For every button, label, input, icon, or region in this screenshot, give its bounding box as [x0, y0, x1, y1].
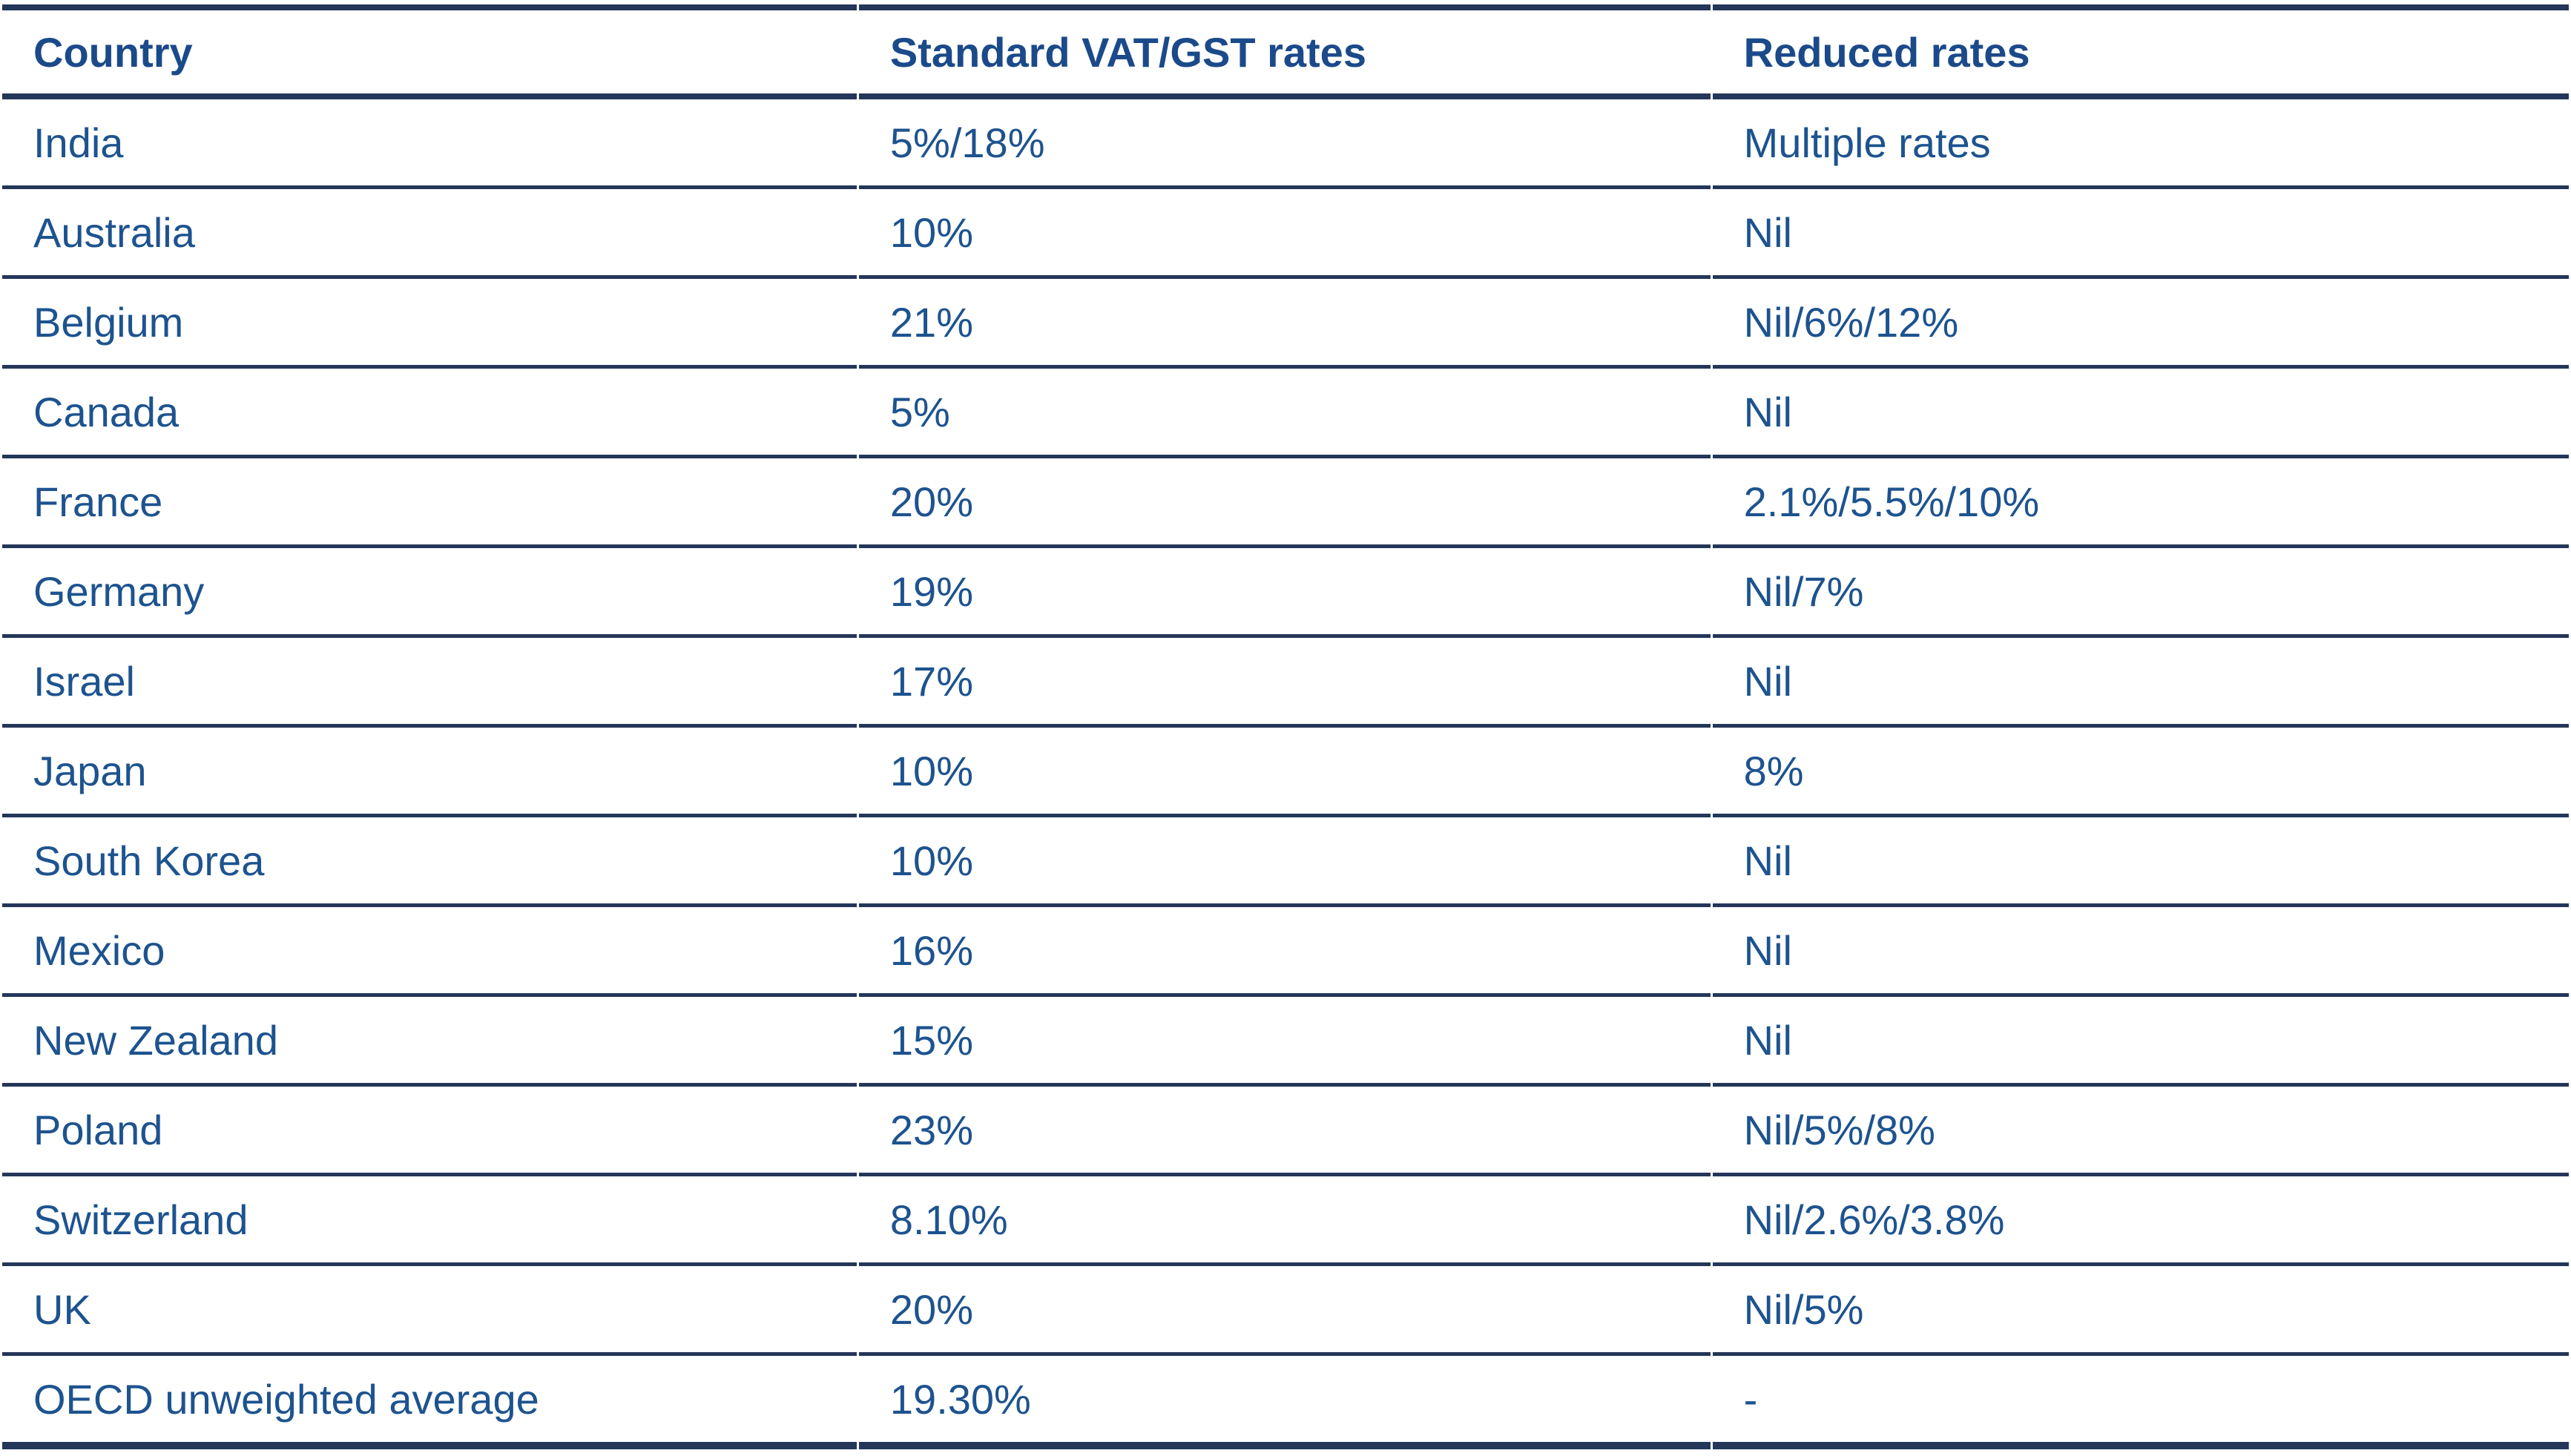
table-row: Switzerland 8.10% Nil/2.6%/3.8% [2, 1176, 2569, 1266]
standard-rate-cell: 17% [858, 638, 1711, 728]
country-cell: India [2, 99, 857, 189]
standard-rate-cell: 19.30% [858, 1356, 1711, 1449]
table-row: Germany 19% Nil/7% [2, 548, 2569, 638]
country-cell: Poland [2, 1087, 857, 1176]
table-row: Australia 10% Nil [2, 189, 2569, 279]
standard-rate-cell: 16% [858, 907, 1711, 997]
reduced-rate-cell: Nil/2.6%/3.8% [1712, 1176, 2569, 1266]
country-cell: OECD unweighted average [2, 1356, 857, 1449]
table-row: New Zealand 15% Nil [2, 997, 2569, 1087]
reduced-rate-cell: Nil/6%/12% [1712, 279, 2569, 369]
reduced-rate-cell: Nil [1712, 817, 2569, 907]
column-header-standard-rates: Standard VAT/GST rates [858, 4, 1711, 99]
standard-rate-cell: 21% [858, 279, 1711, 369]
reduced-rate-cell: Nil [1712, 638, 2569, 728]
table-row: France 20% 2.1%/5.5%/10% [2, 458, 2569, 548]
table-row: OECD unweighted average 19.30% - [2, 1356, 2569, 1449]
standard-rate-cell: 10% [858, 728, 1711, 817]
standard-rate-cell: 5%/18% [858, 99, 1711, 189]
table-row: India 5%/18% Multiple rates [2, 99, 2569, 189]
reduced-rate-cell: Nil/7% [1712, 548, 2569, 638]
table-row: Poland 23% Nil/5%/8% [2, 1087, 2569, 1176]
table-row: Belgium 21% Nil/6%/12% [2, 279, 2569, 369]
reduced-rate-cell: Nil/5% [1712, 1266, 2569, 1356]
reduced-rate-cell: Nil/5%/8% [1712, 1087, 2569, 1176]
reduced-rate-cell: Nil [1712, 907, 2569, 997]
table-row: Canada 5% Nil [2, 369, 2569, 458]
vat-rates-table: Country Standard VAT/GST rates Reduced r… [0, 4, 2571, 1449]
country-cell: Canada [2, 369, 857, 458]
country-cell: Israel [2, 638, 857, 728]
table-row: Mexico 16% Nil [2, 907, 2569, 997]
standard-rate-cell: 10% [858, 817, 1711, 907]
reduced-rate-cell: Nil [1712, 997, 2569, 1087]
reduced-rate-cell: Nil [1712, 369, 2569, 458]
table-header-row: Country Standard VAT/GST rates Reduced r… [2, 4, 2569, 99]
country-cell: Belgium [2, 279, 857, 369]
reduced-rate-cell: - [1712, 1356, 2569, 1449]
country-cell: Japan [2, 728, 857, 817]
country-cell: Australia [2, 189, 857, 279]
standard-rate-cell: 15% [858, 997, 1711, 1087]
standard-rate-cell: 20% [858, 1266, 1711, 1356]
table-row: UK 20% Nil/5% [2, 1266, 2569, 1356]
reduced-rate-cell: Multiple rates [1712, 99, 2569, 189]
table-row: Japan 10% 8% [2, 728, 2569, 817]
reduced-rate-cell: Nil [1712, 189, 2569, 279]
table-row: South Korea 10% Nil [2, 817, 2569, 907]
reduced-rate-cell: 8% [1712, 728, 2569, 817]
country-cell: France [2, 458, 857, 548]
standard-rate-cell: 8.10% [858, 1176, 1711, 1266]
standard-rate-cell: 10% [858, 189, 1711, 279]
column-header-reduced-rates: Reduced rates [1712, 4, 2569, 99]
table-body: India 5%/18% Multiple rates Australia 10% Nil… [2, 99, 2569, 1449]
standard-rate-cell: 23% [858, 1087, 1711, 1176]
standard-rate-cell: 19% [858, 548, 1711, 638]
country-cell: New Zealand [2, 997, 857, 1087]
country-cell: UK [2, 1266, 857, 1356]
reduced-rate-cell: 2.1%/5.5%/10% [1712, 458, 2569, 548]
country-cell: Switzerland [2, 1176, 857, 1266]
column-header-country: Country [2, 4, 857, 99]
standard-rate-cell: 20% [858, 458, 1711, 548]
standard-rate-cell: 5% [858, 369, 1711, 458]
country-cell: South Korea [2, 817, 857, 907]
country-cell: Germany [2, 548, 857, 638]
country-cell: Mexico [2, 907, 857, 997]
table-row: Israel 17% Nil [2, 638, 2569, 728]
